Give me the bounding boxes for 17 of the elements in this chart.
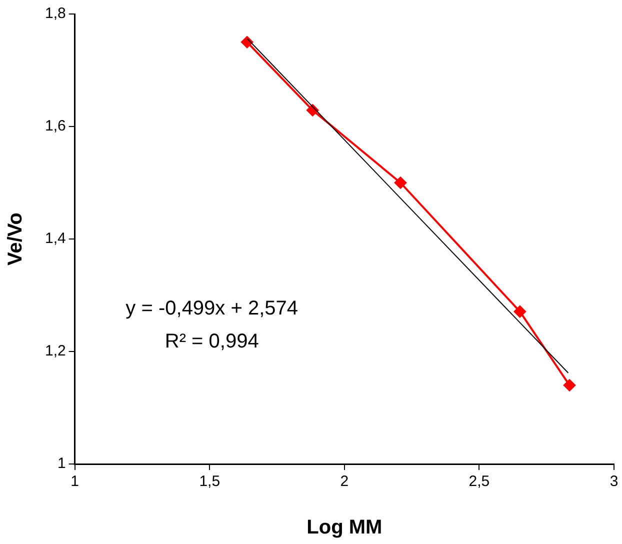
y-tick-label: 1	[58, 455, 66, 472]
y-tick-label: 1,2	[44, 342, 66, 360]
x-tick-label: 2	[340, 473, 349, 490]
point	[514, 306, 526, 318]
y-tick-label: 1,6	[44, 118, 66, 135]
x-tick-label: 2,5	[468, 473, 490, 490]
x-tick-label: 1,5	[199, 473, 220, 490]
x-tick-label: 3	[610, 473, 618, 490]
annotation: y = -0,499x + 2,574	[126, 298, 298, 320]
x-tick-label: 1	[70, 473, 80, 490]
annotation: R² = 0,994	[164, 330, 259, 353]
x-axis-title: Log MM	[306, 516, 382, 539]
y-tick-label: 1,8	[44, 5, 66, 22]
point	[394, 176, 406, 189]
y-axis-title: Ve/Vo	[4, 212, 27, 266]
point	[564, 379, 576, 392]
y-tick-label: 1,4	[44, 230, 66, 248]
